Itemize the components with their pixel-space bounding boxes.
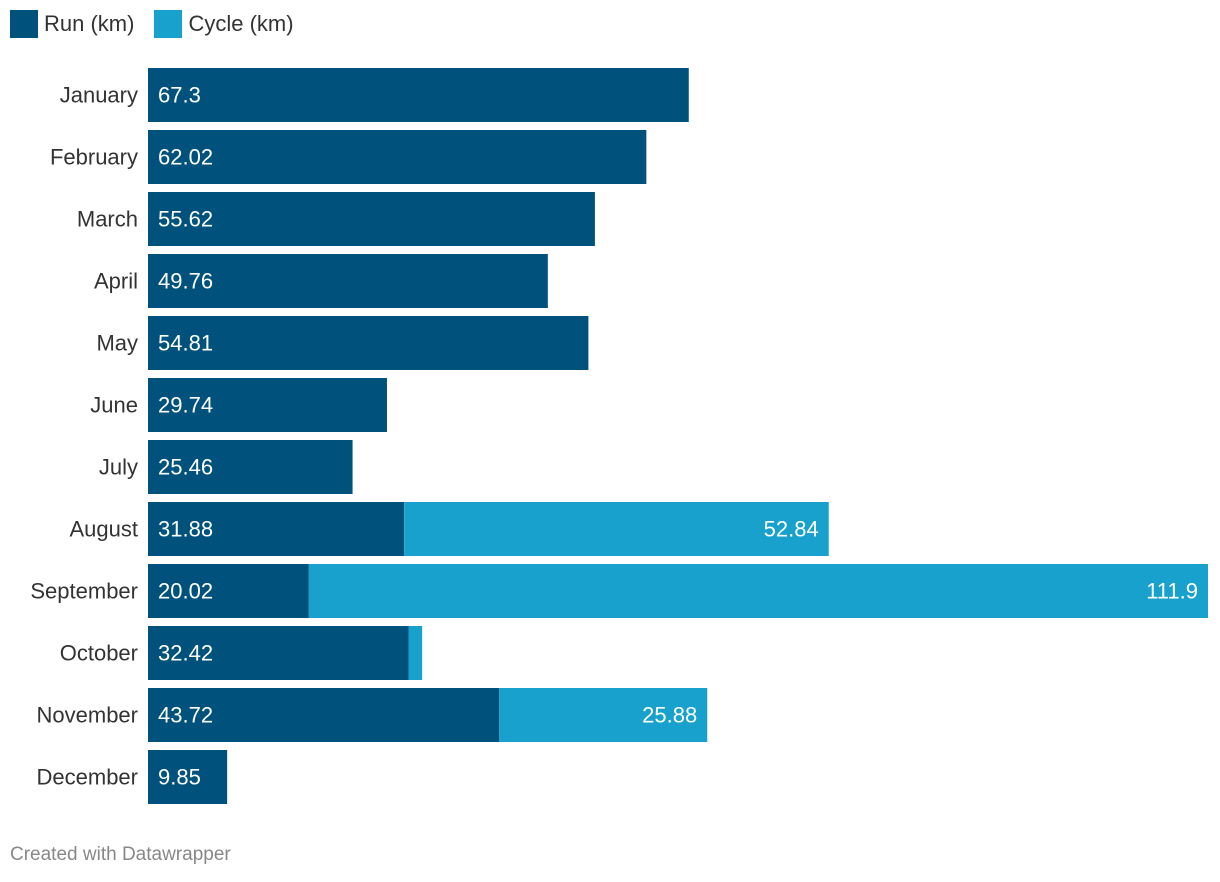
value-label-run-km--may: 54.81 (158, 331, 213, 356)
legend-label-cycle: Cycle (km) (188, 11, 294, 36)
bar-cycle-km--november (499, 688, 708, 742)
bar-run-km--september (148, 564, 309, 618)
category-label-november: November (37, 703, 138, 728)
value-label-run-km--july: 25.46 (158, 455, 213, 480)
category-label-july: July (99, 455, 138, 480)
bar-run-km--january (148, 68, 689, 122)
bar-cycle-km--october (408, 626, 423, 680)
legend-item-cycle: Cycle (km) (154, 10, 294, 38)
bar-run-km--july (148, 440, 353, 494)
category-label-may: May (96, 331, 138, 356)
category-label-october: October (60, 641, 138, 666)
bar-run-km--november (148, 688, 500, 742)
category-label-december: December (37, 765, 138, 790)
value-label-cycle-km--november: 25.88 (642, 703, 697, 728)
value-label-run-km--june: 29.74 (158, 393, 213, 418)
category-label-april: April (94, 269, 138, 294)
value-label-run-km--february: 62.02 (158, 145, 213, 170)
value-label-run-km--august: 31.88 (158, 517, 213, 542)
value-label-run-km--october: 32.42 (158, 641, 213, 666)
value-label-run-km--january: 67.3 (158, 83, 201, 108)
legend: Run (km) Cycle (km) (10, 10, 314, 38)
bar-run-km--march (148, 192, 595, 246)
bar-run-km--august (148, 502, 405, 556)
legend-item-run: Run (km) (10, 10, 134, 38)
bar-run-km--april (148, 254, 548, 308)
legend-swatch-run (10, 10, 38, 38)
footer-credit: Created with Datawrapper (10, 844, 231, 865)
value-label-run-km--march: 55.62 (158, 207, 213, 232)
bar-run-km--may (148, 316, 589, 370)
legend-swatch-cycle (154, 10, 183, 38)
value-label-run-km--december: 9.85 (158, 765, 201, 790)
value-label-run-km--september: 20.02 (158, 579, 213, 604)
bar-chart: January 67.3 February 62.02 March 55.62 April 4… (30, 68, 1209, 804)
value-label-cycle-km--september: 111.9 (1146, 579, 1198, 604)
category-label-january: January (60, 83, 138, 108)
category-label-february: February (50, 145, 138, 170)
category-label-september: September (30, 579, 138, 604)
category-label-march: March (77, 207, 138, 232)
value-label-run-km--november: 43.72 (158, 703, 213, 728)
bar-run-km--june (148, 378, 387, 432)
bar-run-km--october (148, 626, 409, 680)
value-label-run-km--april: 49.76 (158, 269, 213, 294)
bar-cycle-km--september (308, 564, 1209, 618)
bar-run-km--february (148, 130, 647, 184)
bar-cycle-km--august (404, 502, 829, 556)
category-label-august: August (70, 517, 139, 542)
value-label-cycle-km--august: 52.84 (764, 517, 819, 542)
category-label-june: June (90, 393, 138, 418)
bar-run-km--december (148, 750, 228, 804)
legend-label-run: Run (km) (44, 11, 135, 36)
